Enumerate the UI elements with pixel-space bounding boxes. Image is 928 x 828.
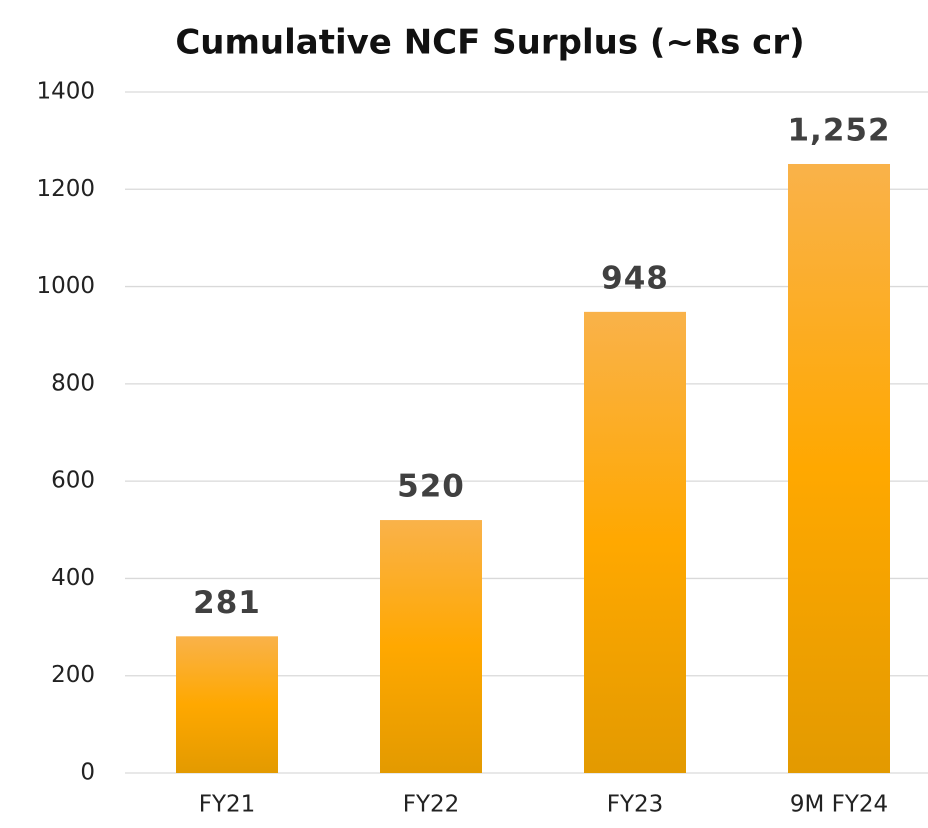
data-label: 948 — [601, 260, 669, 296]
y-tick-label: 600 — [51, 468, 95, 494]
bar — [176, 636, 278, 773]
y-tick-label: 1200 — [36, 176, 95, 202]
y-tick-label: 0 — [80, 760, 95, 786]
y-tick-label: 1400 — [36, 79, 95, 105]
y-tick-label: 1000 — [36, 273, 95, 299]
bar — [788, 163, 890, 773]
x-tick-label: FY23 — [607, 792, 664, 818]
data-label: 520 — [397, 469, 465, 505]
data-label: 1,252 — [787, 112, 890, 148]
y-tick-label: 400 — [51, 565, 95, 591]
bar — [380, 520, 482, 773]
bar — [584, 311, 686, 773]
x-tick-label: 9M FY24 — [790, 792, 888, 818]
x-tick-label: FY21 — [199, 792, 256, 818]
chart-title: Cumulative NCF Surplus (~Rs cr) — [175, 23, 804, 63]
y-tick-label: 200 — [51, 662, 95, 688]
data-label: 281 — [193, 585, 261, 621]
x-tick-label: FY22 — [403, 792, 460, 818]
y-tick-label: 800 — [51, 370, 95, 396]
